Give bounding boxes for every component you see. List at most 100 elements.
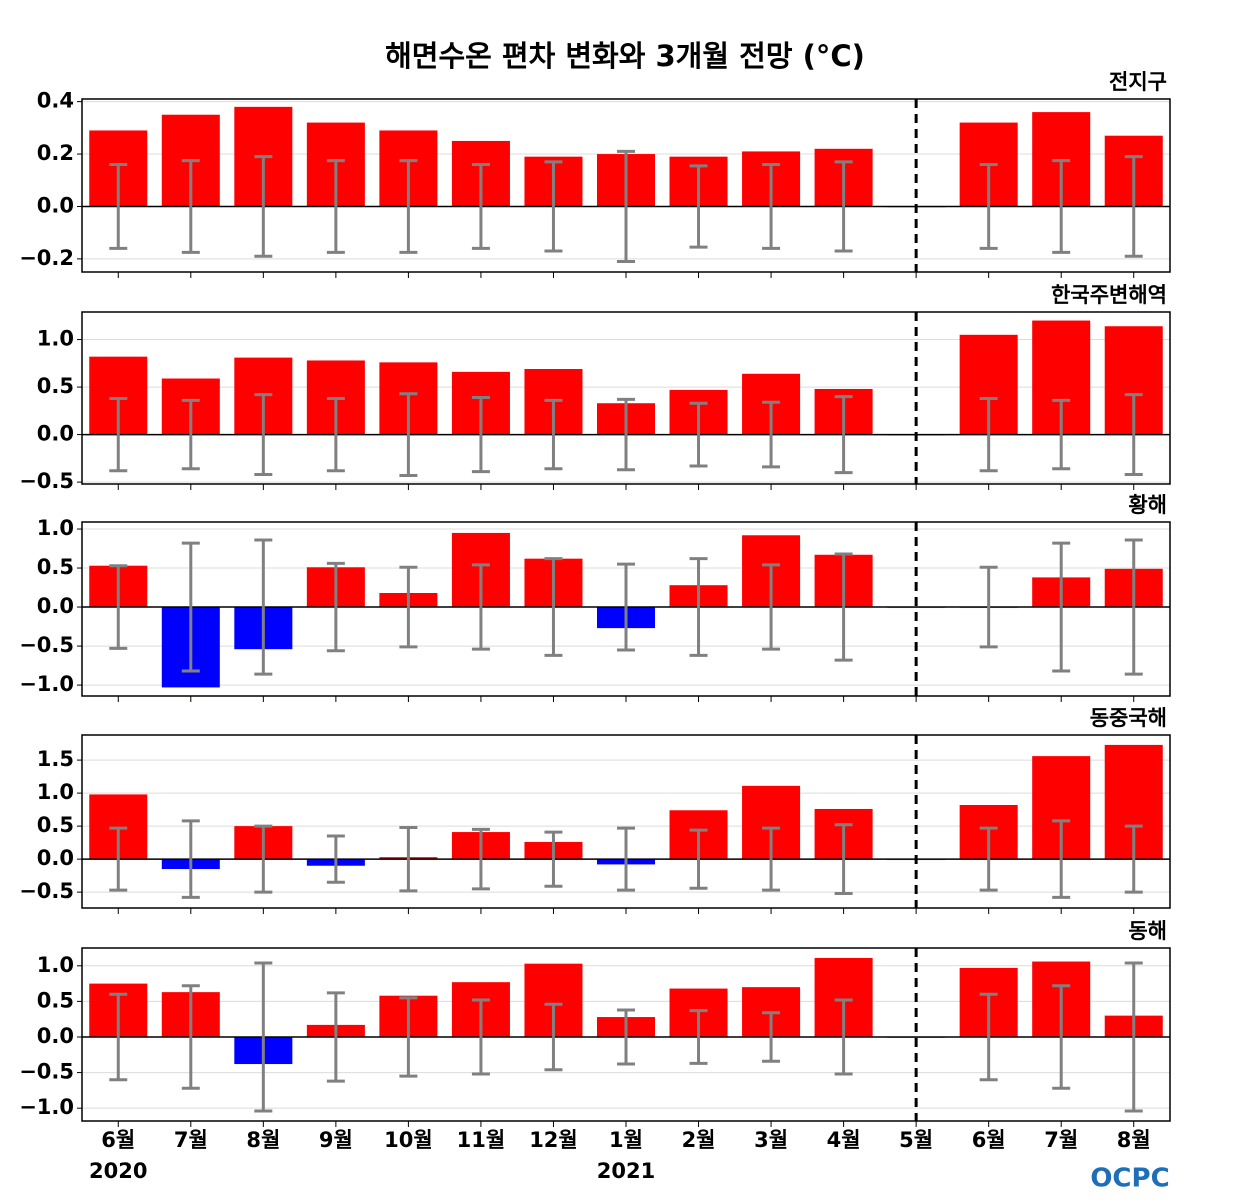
x-tick-label: 2월 — [682, 1128, 716, 1152]
y-tick-label: −1.0 — [19, 1095, 74, 1119]
error-bar — [399, 996, 418, 1078]
error-bar — [1124, 824, 1143, 894]
panel-subtitle: 한국주변해역 — [1051, 283, 1167, 307]
y-tick-label: −0.5 — [19, 1060, 74, 1084]
y-tick-label: 0.0 — [37, 846, 74, 870]
error-bar — [181, 984, 200, 1090]
error-bar — [109, 163, 128, 250]
error-bar — [834, 552, 853, 662]
error-bar — [689, 164, 708, 249]
plot-frame — [81, 947, 1171, 1122]
x-tick-label: 6월 — [972, 1128, 1006, 1152]
error-bar — [109, 564, 128, 650]
error-bar — [1124, 538, 1143, 676]
error-bar — [544, 830, 563, 888]
y-tick-label: 0.4 — [37, 89, 74, 113]
error-bar — [471, 163, 490, 250]
error-bar — [1052, 541, 1071, 673]
error-bar — [109, 826, 128, 892]
x-tick-label: 4월 — [827, 1128, 861, 1152]
error-bar — [1052, 398, 1071, 471]
error-bar — [834, 395, 853, 475]
x-tick-label: 7월 — [174, 1128, 208, 1152]
error-bar — [181, 541, 200, 673]
error-bar — [617, 149, 635, 264]
y-tick-label: 0.5 — [37, 988, 74, 1012]
x-tick-label: 8월 — [246, 1128, 280, 1152]
y-tick-label: 1.0 — [37, 953, 74, 977]
error-bar — [979, 565, 998, 649]
error-bar — [617, 562, 635, 652]
error-bar — [544, 557, 563, 657]
y-tick-label: 0.0 — [37, 193, 74, 217]
error-bar — [399, 159, 418, 254]
y-tick-label: 0.5 — [37, 555, 74, 579]
error-bar — [762, 163, 781, 250]
error-bar — [254, 155, 273, 258]
error-bar — [617, 826, 635, 892]
plot-frame — [81, 98, 1171, 273]
x-tick-label: 7월 — [1044, 1128, 1078, 1152]
x-tick-label: 10월 — [384, 1128, 433, 1152]
error-bar — [399, 392, 418, 477]
error-bar — [979, 396, 998, 473]
error-bar — [109, 396, 128, 473]
logo: OCPC — [1090, 1164, 1169, 1194]
error-bar — [689, 1009, 708, 1065]
y-tick-label: 0.5 — [37, 374, 74, 398]
error-bar — [762, 400, 781, 469]
x-tick-label: 9월 — [319, 1128, 353, 1152]
error-bar — [181, 819, 200, 899]
y-tick-label: −0.5 — [19, 633, 74, 657]
plot-frame — [81, 734, 1171, 909]
error-bar — [689, 557, 708, 657]
error-bar — [979, 163, 998, 250]
panel-subtitle: 동해 — [1128, 919, 1167, 943]
panel-subtitle: 동중국해 — [1090, 706, 1167, 730]
error-bar — [1052, 984, 1071, 1090]
error-bar — [471, 396, 490, 474]
y-tick-label: 1.0 — [37, 780, 74, 804]
error-bar — [399, 565, 418, 649]
y-tick-label: 1.0 — [37, 327, 74, 351]
x-tick-label: 5월 — [899, 1128, 933, 1152]
error-bar — [617, 397, 635, 472]
y-tick-label: 0.2 — [37, 141, 74, 165]
error-bar — [544, 1002, 563, 1072]
error-bar — [1124, 961, 1143, 1113]
error-bar — [254, 824, 273, 894]
y-tick-label: −0.5 — [19, 879, 74, 903]
error-bar — [1124, 393, 1143, 476]
plot-frame — [81, 311, 1171, 485]
y-tick-label: −1.0 — [19, 672, 74, 696]
error-bar — [1052, 159, 1071, 254]
error-bar — [617, 1008, 635, 1066]
error-bar — [109, 992, 128, 1082]
x-year-label: 2020 — [89, 1159, 147, 1183]
error-bar — [326, 159, 345, 254]
error-bar — [181, 398, 200, 471]
y-tick-label: −0.5 — [19, 469, 74, 493]
error-bar — [834, 160, 853, 253]
error-bar — [326, 991, 345, 1083]
y-tick-label: 0.0 — [37, 1024, 74, 1048]
error-bar — [762, 563, 781, 651]
error-bar — [689, 828, 708, 890]
x-tick-label: 1월 — [609, 1128, 643, 1152]
error-bar — [254, 538, 273, 676]
y-tick-label: 0.5 — [37, 813, 74, 837]
error-bar — [471, 563, 490, 651]
x-tick-label: 11월 — [457, 1128, 506, 1152]
y-tick-label: 1.0 — [37, 516, 74, 540]
error-bar — [471, 998, 490, 1076]
y-tick-label: 0.0 — [37, 422, 74, 446]
error-bar — [834, 823, 853, 895]
error-bar — [399, 825, 418, 893]
panel-subtitle: 전지구 — [1109, 70, 1167, 94]
error-bar — [762, 1011, 781, 1063]
error-bar — [1124, 155, 1143, 258]
x-tick-label: 6월 — [101, 1128, 135, 1152]
y-tick-label: −0.2 — [19, 246, 74, 270]
error-bar — [762, 826, 781, 892]
